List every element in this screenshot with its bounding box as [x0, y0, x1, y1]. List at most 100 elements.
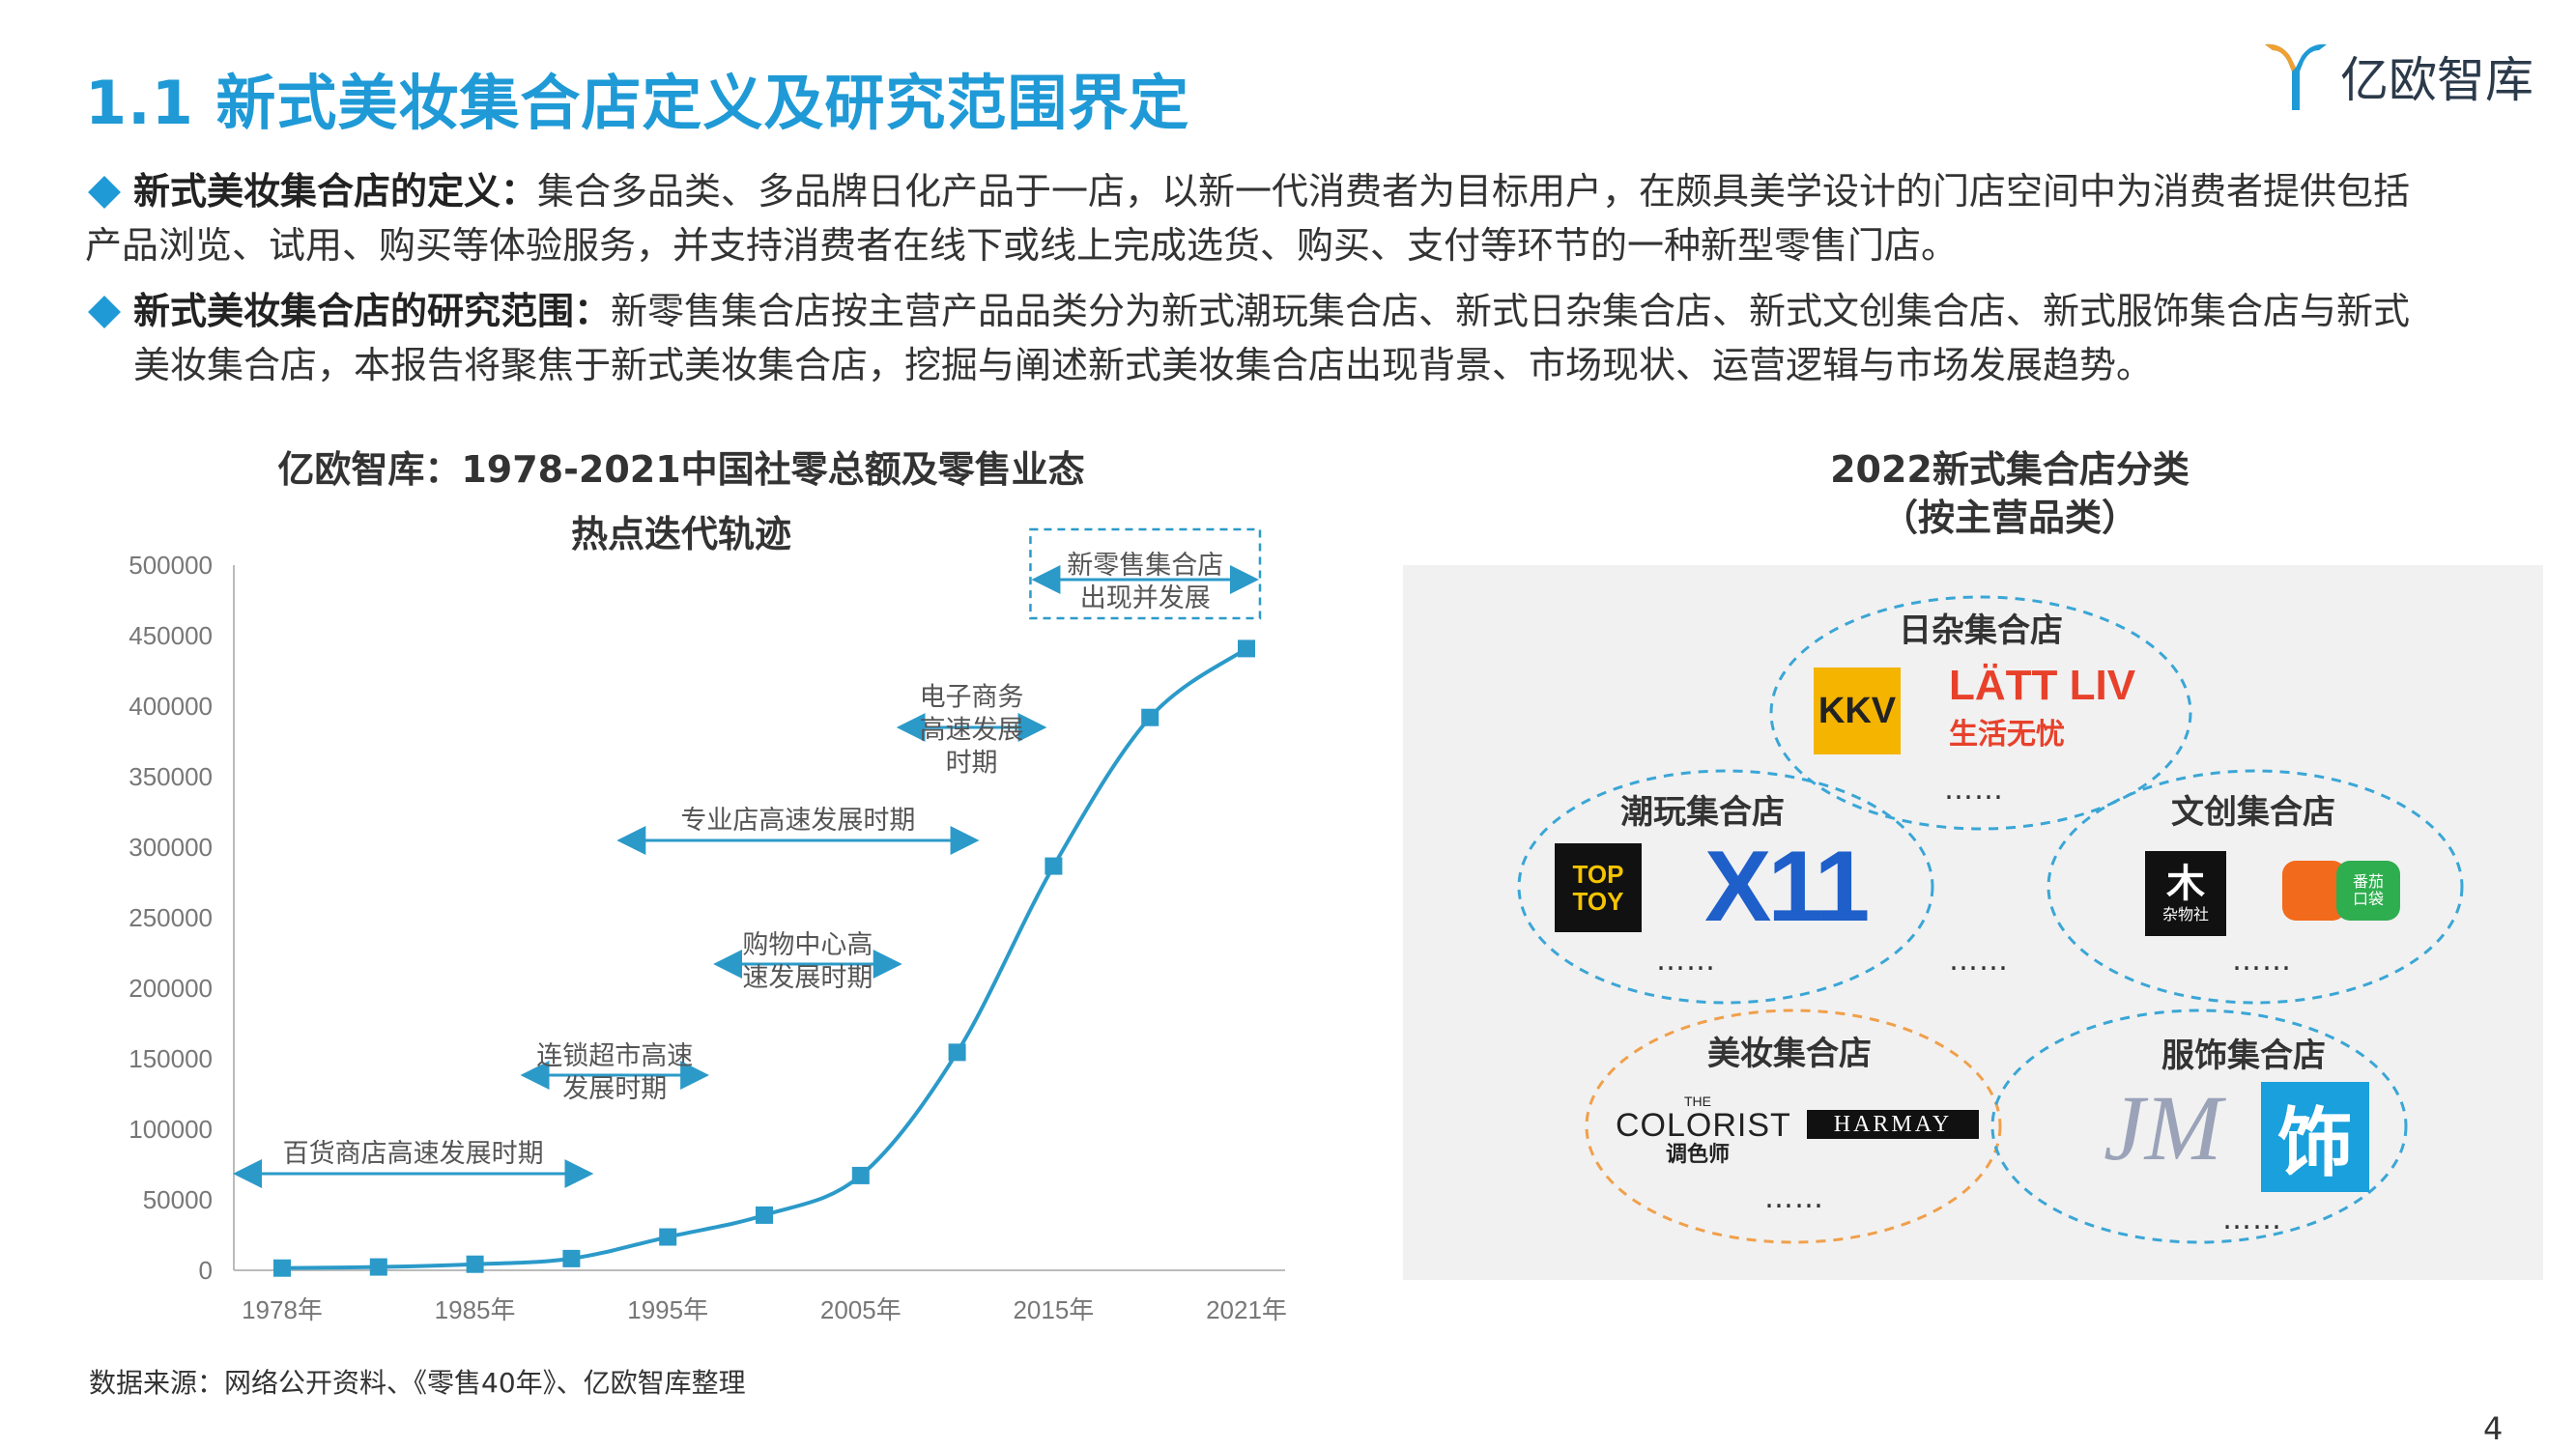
ellipsis-chaowan: ……	[1656, 944, 1716, 978]
ring-chaowan	[1517, 769, 1934, 1005]
shi-logo: 饰	[2261, 1082, 2369, 1192]
ellipsis-wenchuang: ……	[2232, 944, 2292, 978]
diamond-bullet-icon	[88, 295, 121, 328]
brand-logo: 亿欧智库	[2261, 39, 2533, 114]
definition-bullet: 新式美妆集合店的定义：集合多品类、多品牌日化产品于一店，以新一代消费者为目标用户…	[85, 164, 2539, 272]
data-point	[851, 1166, 870, 1184]
annotation-box	[1029, 527, 1262, 620]
bullet-text: 新零售集合店按主营产品品类分为新式潮玩集合店、新式日杂集合店、新式文创集合店、新…	[611, 290, 2411, 332]
data-point	[466, 1255, 484, 1273]
tomato-pocket-logo-text: 番茄口袋	[2352, 872, 2384, 908]
data-point	[756, 1206, 773, 1224]
latt-liv-cn: 生活无忧	[1949, 718, 2065, 752]
annotation-label: 出现并发展	[1080, 583, 1211, 613]
kkv-logo: KKV	[1814, 668, 1901, 754]
category-label-rizha: 日杂集合店	[1899, 611, 2063, 650]
bullet-text: 集合多品类、多品牌日化产品于一店，以新一代消费者为目标用户，在颇具美学设计的门店…	[537, 170, 2411, 213]
ellipsis-meizhuang: ……	[1764, 1181, 1824, 1215]
bullet-text-continued: 产品浏览、试用、购买等体验服务，并支持消费者在线下或线上完成选货、购买、支付等环…	[85, 224, 1959, 267]
y-tick-label: 400000	[129, 692, 213, 721]
data-point	[273, 1259, 291, 1277]
zawushe-logo-text: 杂物社	[2161, 905, 2209, 923]
x-tick-label: 1985年	[435, 1295, 516, 1324]
data-point	[562, 1249, 581, 1267]
classification-title-line2: （按主营品类）	[1880, 497, 2138, 539]
toptoy-logo-text2: TOY	[1572, 887, 1624, 916]
chart-title-line1: 亿欧智库：1978-2021中国社零总额及零售业态	[277, 448, 1085, 491]
classification-panel: 日杂集合店 KKV LÄTT LIV 生活无忧 …… 潮玩集合店 TOP TOY…	[1403, 565, 2543, 1280]
x-tick-label: 1995年	[627, 1295, 708, 1324]
annotation-label: 速发展时期	[742, 963, 873, 993]
retail-line-chart: 0 50000 100000 150000 200000 250000 300000 3500…	[129, 527, 1287, 1324]
bullet-heading: 新式美妆集合店的定义：	[133, 170, 538, 213]
colorist-logo-the: THE	[1684, 1094, 1711, 1109]
bullet-text-continued: 美妆集合店，本报告将聚焦于新式美妆集合店，挖掘与阐述新式美妆集合店出现背景、市场…	[133, 344, 2154, 386]
annotation-label: 百货商店高速发展时期	[283, 1139, 544, 1169]
harmay-logo-text: HARMAY	[1833, 1111, 1953, 1137]
data-source-note: 数据来源：网络公开资料、《零售40年》、亿欧智库整理	[89, 1367, 746, 1399]
y-tick-label: 50000	[143, 1185, 213, 1214]
annotation-label: 时期	[946, 749, 998, 779]
zawushe-logo-mark: 木	[2166, 862, 2205, 906]
data-point	[369, 1258, 387, 1276]
tomato-pocket-logo: 番茄口袋	[2336, 861, 2400, 921]
colorist-logo: THE COLORIST 调色师	[1616, 1094, 1791, 1168]
x11-logo: X11	[1704, 831, 1870, 943]
toptoy-logo: TOP TOY	[1555, 843, 1642, 932]
x-tick-label: 2021年	[1206, 1295, 1287, 1324]
y-tick-label: 0	[199, 1256, 213, 1285]
ring-wenchuang	[2046, 769, 2464, 1005]
page-number: 4	[2483, 1410, 2504, 1447]
data-point	[1045, 857, 1063, 875]
zawushe-logo: 木 杂物社	[2145, 851, 2226, 936]
yiou-logo-icon	[2265, 43, 2327, 110]
annotation-label: 连锁超市高速	[536, 1041, 693, 1071]
category-label-wenchuang: 文创集合店	[2171, 793, 2335, 832]
y-tick-label: 150000	[129, 1044, 213, 1073]
shi-logo-text: 饰	[2276, 1100, 2353, 1187]
annotation-label: 发展时期	[562, 1074, 667, 1104]
toptoy-logo-text1: TOP	[1572, 860, 1624, 889]
annotation-label: 新零售集合店	[1067, 551, 1223, 581]
category-label-meizhuang: 美妆集合店	[1707, 1035, 1872, 1073]
category-rings	[1517, 595, 2464, 1244]
annotation-label: 专业店高速发展时期	[680, 806, 915, 836]
data-point	[948, 1043, 966, 1062]
x-tick-label: 1978年	[242, 1295, 323, 1324]
annotation-label: 电子商务	[920, 683, 1024, 713]
chart-title-line2: 热点迭代轨迹	[570, 513, 791, 555]
category-label-fushi: 服饰集合店	[2161, 1037, 2326, 1075]
y-tick-label: 200000	[129, 974, 213, 1003]
logo-text: 亿欧智库	[2340, 52, 2533, 108]
latt-liv-logo: LÄTT LIV	[1949, 662, 2136, 709]
x-tick-label: 2005年	[820, 1295, 902, 1324]
ring-fushi	[1990, 1009, 2408, 1244]
y-tick-label: 500000	[129, 551, 213, 580]
category-label-chaowan: 潮玩集合店	[1620, 793, 1785, 832]
y-tick-label: 450000	[129, 621, 213, 650]
ring-rizha	[1769, 595, 2192, 831]
y-tick-label: 250000	[129, 903, 213, 932]
colorist-logo-text: COLORIST	[1616, 1107, 1791, 1144]
ellipsis-rizha: ……	[1944, 773, 2004, 807]
bullet-heading: 新式美妆集合店的研究范围：	[133, 290, 612, 332]
annotation-label: 高速发展	[920, 716, 1024, 746]
classification-title-line1: 2022新式集合店分类	[1830, 448, 2190, 491]
tomato-pocket-logo-icon	[2282, 861, 2346, 921]
data-point	[1238, 639, 1255, 658]
annotation-label: 购物中心高	[742, 930, 873, 960]
harmay-logo: HARMAY	[1807, 1110, 1979, 1139]
ellipsis-fushi: ……	[2222, 1203, 2282, 1236]
data-point	[1141, 708, 1159, 726]
data-point	[659, 1228, 677, 1246]
kkv-logo-text: KKV	[1818, 690, 1897, 731]
colorist-logo-cn: 调色师	[1665, 1143, 1730, 1167]
page-title: 1.1 新式美妆集合店定义及研究范围界定	[85, 68, 1190, 138]
y-tick-label: 300000	[129, 833, 213, 862]
x-tick-label: 2015年	[1013, 1295, 1094, 1324]
diamond-bullet-icon	[88, 175, 121, 209]
scope-bullet: 新式美妆集合店的研究范围：新零售集合店按主营产品品类分为新式潮玩集合店、新式日杂…	[85, 284, 2539, 392]
ellipsis-center: ……	[1949, 944, 2009, 978]
y-tick-label: 350000	[129, 762, 213, 791]
jm-logo: JM	[2104, 1076, 2222, 1179]
